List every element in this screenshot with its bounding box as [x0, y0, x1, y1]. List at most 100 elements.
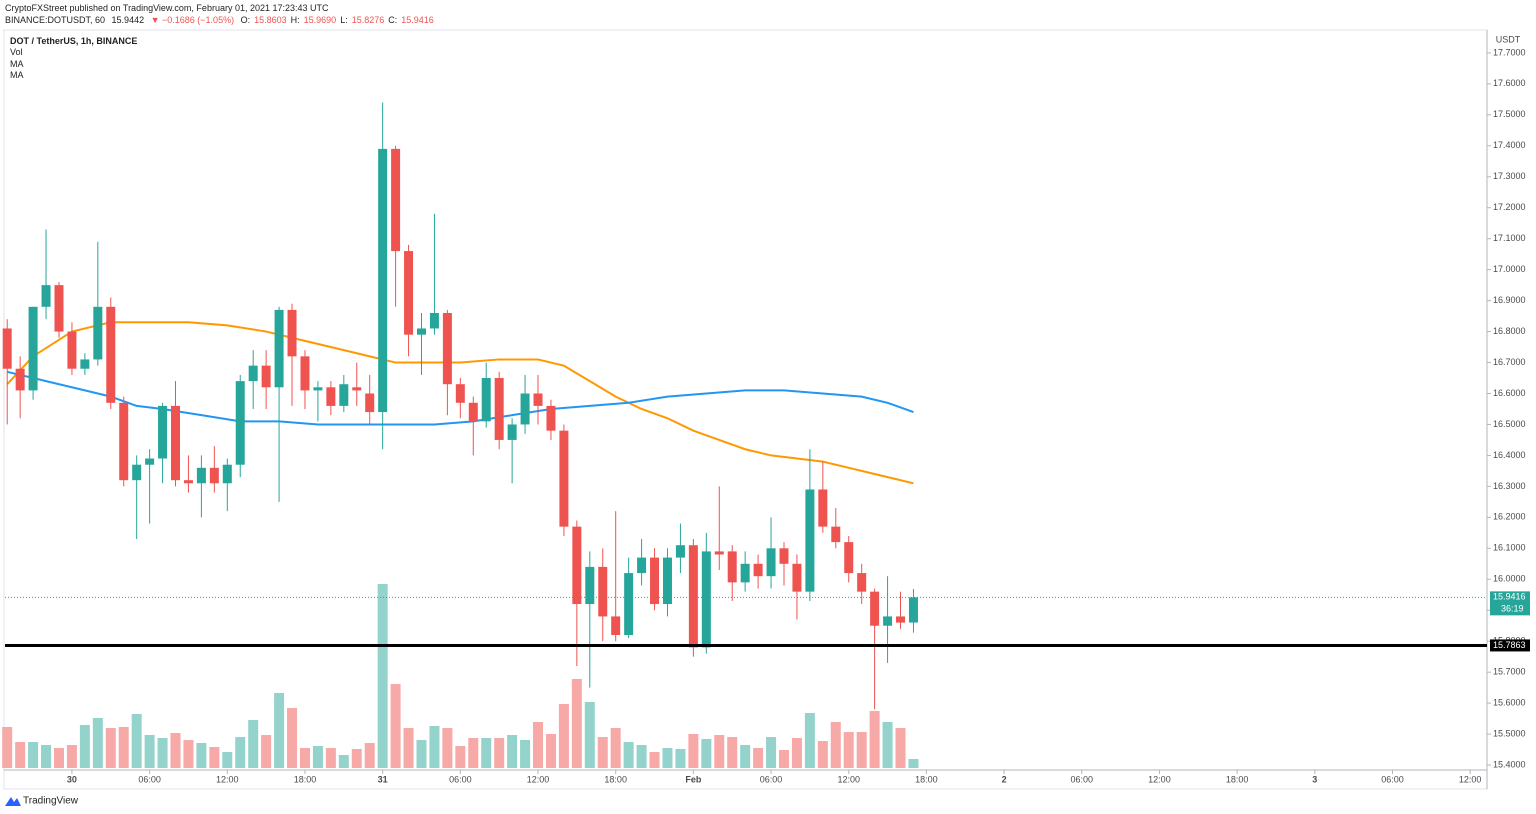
- volume-bar: [649, 752, 660, 768]
- candle-body: [533, 393, 543, 406]
- volume-bar: [727, 737, 738, 768]
- y-tick-label: 17.4000: [1493, 140, 1526, 150]
- candle-body: [158, 405, 168, 459]
- y-tick-label: 16.7000: [1493, 357, 1526, 367]
- candle-body: [261, 365, 271, 388]
- volume-bar: [325, 748, 336, 768]
- volume-bar: [338, 755, 349, 768]
- last-price: 15.9442: [111, 15, 145, 25]
- x-tick-label: 06:00: [138, 774, 161, 784]
- y-unit: USDT: [1496, 34, 1521, 44]
- candle-body: [675, 545, 685, 558]
- volume-bar: [753, 748, 764, 768]
- publisher: CryptoFXStreet published on TradingView.…: [5, 3, 329, 13]
- candle-body: [416, 328, 426, 335]
- candle-body: [300, 356, 310, 391]
- price-label-box: [1490, 591, 1530, 616]
- candle-body: [15, 368, 25, 391]
- candle-body: [753, 563, 763, 577]
- volume-bar: [66, 745, 77, 768]
- x-tick-label: 06:00: [449, 774, 472, 784]
- volume-bar: [377, 584, 388, 768]
- volume-bar: [183, 740, 194, 768]
- candle-body: [209, 467, 219, 484]
- x-tick-label: 12:00: [1459, 774, 1482, 784]
- volume-bar: [92, 718, 103, 768]
- y-tick-label: 16.0000: [1493, 574, 1526, 584]
- candle-body: [766, 548, 776, 577]
- candle-body: [611, 616, 621, 636]
- candle-body: [391, 148, 401, 252]
- volume-bar: [533, 722, 544, 768]
- candle-body: [41, 285, 51, 307]
- volume-bar: [157, 738, 168, 768]
- candle-body: [727, 551, 737, 583]
- volume-bar: [222, 752, 233, 768]
- volume-bar: [209, 747, 220, 768]
- y-tick-label: 15.6000: [1493, 697, 1526, 707]
- logo: [5, 797, 21, 806]
- candle-body: [248, 365, 258, 382]
- volume-bar: [455, 746, 466, 768]
- candle-body: [818, 489, 828, 527]
- candle-body: [365, 393, 375, 413]
- candle-body: [792, 563, 802, 592]
- x-tick-label: Feb: [685, 774, 702, 784]
- volume-bar: [299, 748, 310, 768]
- candle-body: [2, 328, 12, 369]
- volume-bar: [196, 743, 207, 768]
- candle-body: [520, 393, 530, 425]
- volume-bar: [791, 738, 802, 768]
- x-tick-label: 18:00: [604, 774, 627, 784]
- candle-body: [352, 387, 362, 391]
- countdown: 36:19: [1501, 604, 1524, 614]
- x-tick-label: 2: [1002, 774, 1007, 784]
- candle-body: [572, 526, 582, 605]
- x-tick-label: 12:00: [216, 774, 239, 784]
- volume-bar: [545, 734, 556, 768]
- volume-bar: [856, 732, 867, 768]
- x-tick-label: 12:00: [1148, 774, 1171, 784]
- volume-bar: [843, 732, 854, 768]
- ohlc-label: L:: [340, 15, 348, 25]
- y-tick-label: 16.2000: [1493, 512, 1526, 522]
- volume-bar: [584, 702, 595, 768]
- volume-pane: [2, 584, 919, 768]
- volume-bar: [869, 711, 880, 768]
- volume-bar: [131, 714, 142, 768]
- y-tick-label: 17.2000: [1493, 202, 1526, 212]
- volume-bar: [507, 735, 518, 768]
- candle-body: [67, 331, 77, 369]
- ohlc-label: O:: [240, 15, 251, 25]
- volume-bar: [481, 738, 492, 768]
- moving-average: [6, 370, 914, 426]
- candle-body: [442, 312, 452, 385]
- volume-bar: [688, 734, 699, 768]
- candle-body: [455, 384, 465, 403]
- volume-bar: [105, 728, 116, 768]
- volume-bar: [804, 713, 815, 768]
- candle-body: [171, 405, 181, 481]
- candle-body: [339, 384, 349, 406]
- candle-body: [196, 467, 206, 484]
- symbol-line: BINANCE:DOTUSDT, 60 15.9442 ▼ −0.1686 (−…: [5, 15, 438, 25]
- ohlc-label: C:: [388, 15, 398, 25]
- volume-bar: [558, 704, 569, 768]
- ohlc-value: 15.9690: [303, 15, 337, 25]
- volume-bar: [740, 745, 751, 768]
- volume-bar: [53, 748, 64, 768]
- footer: TradingView: [23, 796, 79, 807]
- volume-bar: [597, 737, 608, 768]
- x-tick-label: 06:00: [760, 774, 783, 784]
- candle-body: [883, 616, 893, 626]
- candle-body: [145, 458, 155, 465]
- candle-body: [805, 489, 815, 592]
- candle-body: [183, 480, 193, 484]
- candle-body: [54, 285, 64, 332]
- x-tick-label: 31: [378, 774, 388, 784]
- candle-body: [404, 251, 414, 335]
- volume-bar: [714, 735, 725, 768]
- candle-body: [222, 464, 232, 484]
- candle-body: [494, 378, 504, 440]
- y-tick-label: 15.7000: [1493, 667, 1526, 677]
